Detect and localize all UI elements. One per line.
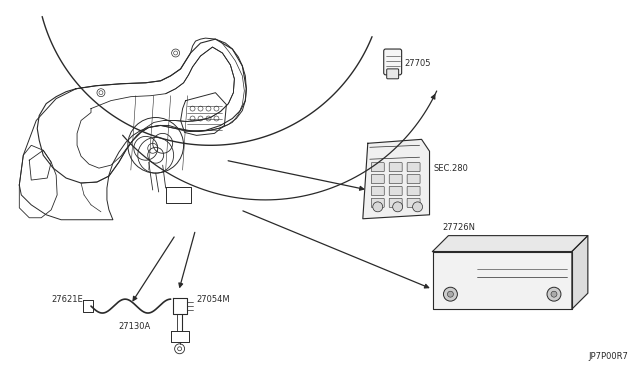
Polygon shape bbox=[433, 251, 572, 309]
Polygon shape bbox=[572, 235, 588, 309]
Circle shape bbox=[372, 202, 383, 212]
Circle shape bbox=[413, 202, 422, 212]
FancyBboxPatch shape bbox=[407, 174, 420, 183]
Text: JP7P00R7: JP7P00R7 bbox=[589, 352, 628, 361]
Text: 27621E: 27621E bbox=[51, 295, 83, 304]
FancyBboxPatch shape bbox=[371, 186, 384, 195]
Text: 27130A: 27130A bbox=[119, 322, 151, 331]
FancyBboxPatch shape bbox=[389, 174, 402, 183]
Circle shape bbox=[447, 291, 453, 297]
FancyBboxPatch shape bbox=[371, 174, 384, 183]
FancyBboxPatch shape bbox=[371, 198, 384, 207]
Circle shape bbox=[444, 287, 458, 301]
FancyBboxPatch shape bbox=[389, 186, 402, 195]
FancyBboxPatch shape bbox=[407, 163, 420, 171]
FancyBboxPatch shape bbox=[387, 69, 399, 79]
Text: SEC.280: SEC.280 bbox=[433, 164, 468, 173]
FancyBboxPatch shape bbox=[389, 163, 402, 171]
FancyBboxPatch shape bbox=[407, 198, 420, 207]
Circle shape bbox=[393, 202, 403, 212]
FancyBboxPatch shape bbox=[371, 163, 384, 171]
FancyBboxPatch shape bbox=[384, 49, 402, 75]
Text: 27705: 27705 bbox=[404, 60, 431, 68]
Circle shape bbox=[547, 287, 561, 301]
Polygon shape bbox=[363, 140, 429, 219]
FancyBboxPatch shape bbox=[389, 198, 402, 207]
FancyBboxPatch shape bbox=[407, 186, 420, 195]
Text: 27726N: 27726N bbox=[442, 223, 476, 232]
Text: 27054M: 27054M bbox=[196, 295, 230, 304]
Circle shape bbox=[551, 291, 557, 297]
Polygon shape bbox=[433, 235, 588, 251]
